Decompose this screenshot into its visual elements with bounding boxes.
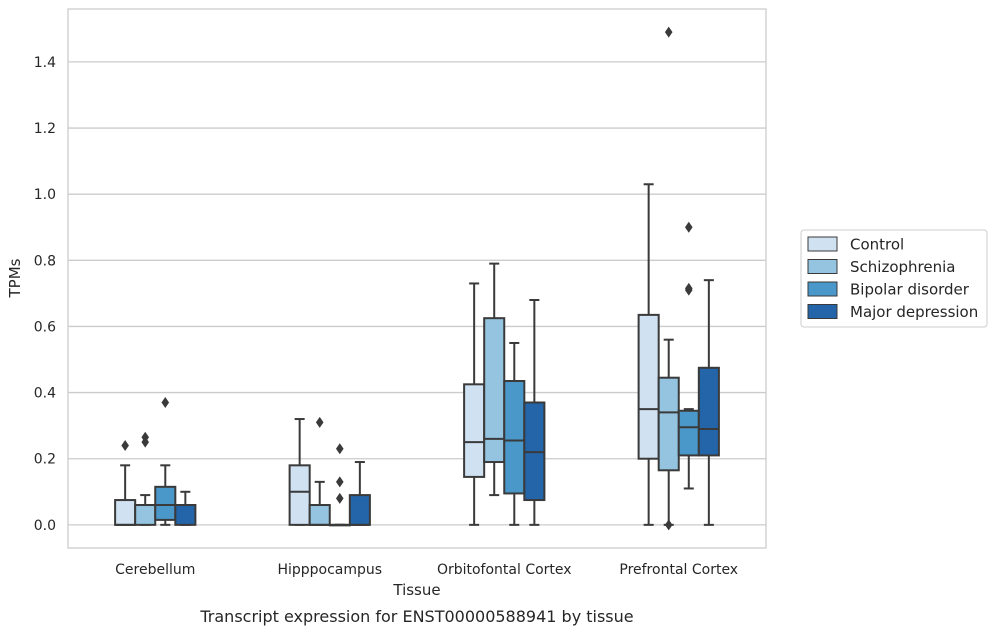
box-element bbox=[154, 397, 177, 526]
outlier-point bbox=[161, 397, 170, 409]
box-element bbox=[677, 221, 700, 490]
box-element bbox=[288, 418, 311, 526]
box bbox=[174, 504, 197, 526]
box bbox=[503, 380, 526, 495]
legend-swatch bbox=[807, 281, 838, 297]
outlier-point bbox=[141, 431, 150, 443]
box-element bbox=[348, 461, 371, 526]
x-axis-ticks: Cerebellum Hipppocampus Orbitofontal Corte… bbox=[115, 562, 738, 578]
legend-swatch bbox=[807, 236, 838, 252]
box-element bbox=[174, 490, 197, 526]
box bbox=[463, 383, 486, 478]
x-tick-label: Hipppocampus bbox=[277, 562, 382, 578]
y-tick-label: 1.0 bbox=[34, 187, 56, 203]
y-axis-ticks: 0.0 0.2 0.4 0.6 0.8 1.0 1.2 1.4 bbox=[34, 55, 56, 534]
box bbox=[114, 499, 137, 526]
x-tick-label: Prefrontal Cortex bbox=[619, 562, 738, 578]
box bbox=[637, 313, 660, 460]
y-tick-label: 1.4 bbox=[34, 55, 56, 71]
legend: Control Schizophrenia Bipolar disorder Majo… bbox=[800, 229, 988, 328]
outlier-point bbox=[684, 282, 693, 294]
outlier-point bbox=[121, 439, 129, 451]
box bbox=[154, 485, 177, 521]
legend-label: Control bbox=[850, 236, 904, 254]
legend-label: Schizophrenia bbox=[850, 258, 955, 276]
y-tick-label: 0.8 bbox=[34, 253, 56, 269]
box-element bbox=[308, 416, 331, 526]
y-tick-label: 1.2 bbox=[34, 121, 56, 137]
y-tick-label: 0.6 bbox=[34, 319, 56, 335]
box bbox=[308, 504, 331, 526]
outlier-point bbox=[664, 519, 673, 531]
legend-items: Control Schizophrenia Bipolar disorder Majo… bbox=[807, 236, 978, 321]
box bbox=[348, 494, 371, 526]
outlier-point bbox=[335, 476, 344, 488]
box bbox=[697, 366, 720, 457]
box-element bbox=[523, 298, 546, 526]
box-element bbox=[483, 262, 506, 497]
x-tick-label: Cerebellum bbox=[115, 562, 195, 578]
gridlines bbox=[68, 61, 766, 526]
box bbox=[134, 504, 157, 526]
legend-label: Major depression bbox=[850, 303, 978, 321]
box bbox=[677, 409, 700, 457]
legend-label: Bipolar disorder bbox=[850, 281, 970, 299]
box-element bbox=[463, 282, 486, 526]
box-element bbox=[134, 431, 157, 526]
box-element bbox=[657, 26, 680, 531]
legend-swatch bbox=[807, 259, 838, 274]
box-element bbox=[114, 439, 137, 526]
boxes bbox=[114, 26, 720, 531]
box-element bbox=[328, 443, 351, 527]
legend-swatch bbox=[807, 304, 838, 319]
y-tick-label: 0.2 bbox=[34, 452, 56, 468]
x-tick-label: Orbitofontal Cortex bbox=[437, 562, 572, 578]
outlier-point bbox=[315, 416, 324, 428]
y-tick-label: 0.0 bbox=[34, 518, 56, 534]
chart-caption: Transcript expression for ENST0000058894… bbox=[199, 607, 633, 626]
box bbox=[288, 464, 311, 526]
outlier-point bbox=[684, 221, 693, 233]
box bbox=[483, 317, 506, 464]
outlier-point bbox=[335, 492, 344, 504]
box-element bbox=[503, 341, 526, 526]
box-element bbox=[637, 183, 660, 526]
box bbox=[657, 376, 680, 472]
outlier-point bbox=[664, 26, 673, 38]
outlier-point bbox=[335, 443, 344, 455]
y-axis-label: TPMs bbox=[6, 258, 24, 298]
legend-frame bbox=[800, 229, 988, 328]
y-tick-label: 0.4 bbox=[34, 386, 56, 402]
x-axis-label: Tissue bbox=[392, 581, 440, 599]
box-element bbox=[697, 279, 720, 526]
plot-area-frame bbox=[67, 8, 767, 549]
